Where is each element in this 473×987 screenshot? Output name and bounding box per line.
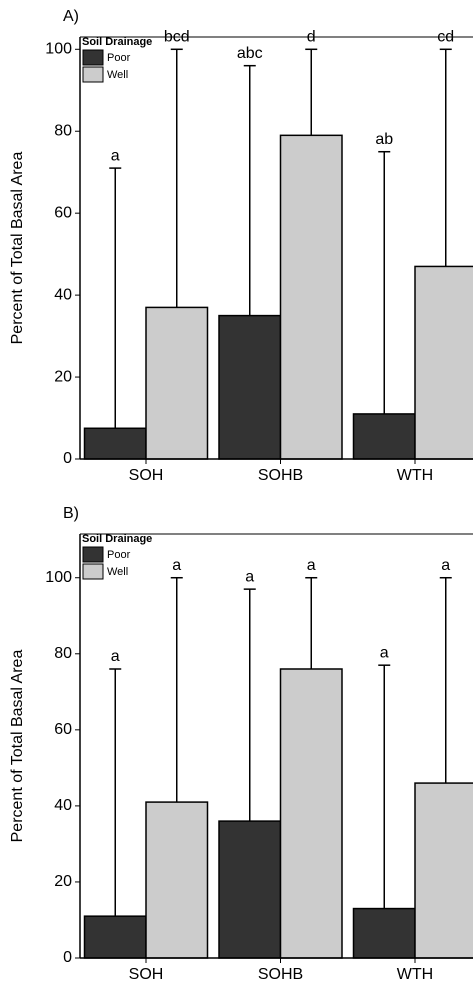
y-tick-label: 80 [54,645,72,662]
bar [218,314,282,460]
annotation: a [245,568,254,585]
y-tick-label: 100 [45,41,72,58]
y-axis-title: Percent of Total Basal Area [9,650,26,843]
legend-swatch [82,66,104,83]
legend-label: Well [107,69,128,81]
y-tick-label: 0 [63,949,72,966]
y-tick-label: 20 [54,873,72,890]
legend-title: Soil Drainage [82,36,152,48]
legend-swatch [82,563,104,580]
bar [414,782,473,959]
panel-label: B) [63,505,79,522]
annotation: a [380,644,389,661]
y-tick-label: 80 [54,122,72,139]
bar [352,907,416,959]
y-axis-title: Percent of Total Basal Area [9,152,26,345]
y-tick-label: 60 [54,721,72,738]
annotation: abc [237,45,263,62]
panel-label: A) [63,8,79,25]
legend-label: Poor [107,52,131,64]
bar [218,820,282,959]
legend-swatch [82,546,104,563]
x-tick-label: SOHB [258,467,303,484]
x-tick-label: SOH [129,467,164,484]
y-tick-label: 100 [45,569,72,586]
legend-label: Well [107,566,128,578]
bar [279,668,343,959]
x-tick-label: WTH [397,966,433,983]
annotation: a [307,557,316,574]
y-tick-label: 40 [54,286,72,303]
legend-label: Poor [107,549,131,561]
bar [83,427,147,460]
legend-swatch [82,49,104,66]
x-tick-label: SOHB [258,966,303,983]
x-tick-label: SOH [129,966,164,983]
y-tick-label: 60 [54,204,72,221]
bar [352,413,416,460]
annotation: a [111,147,120,164]
bar [145,306,209,460]
annotation: a [441,557,450,574]
legend-title: Soil Drainage [82,533,152,545]
annotation: ab [375,131,393,148]
bar [414,265,473,460]
y-tick-label: 40 [54,797,72,814]
y-tick-label: 0 [63,450,72,467]
y-tick-label: 20 [54,368,72,385]
annotation: a [172,557,181,574]
annotation: a [111,648,120,665]
bar [83,915,147,959]
bar [145,801,209,959]
x-tick-label: WTH [397,467,433,484]
bar [279,134,343,460]
